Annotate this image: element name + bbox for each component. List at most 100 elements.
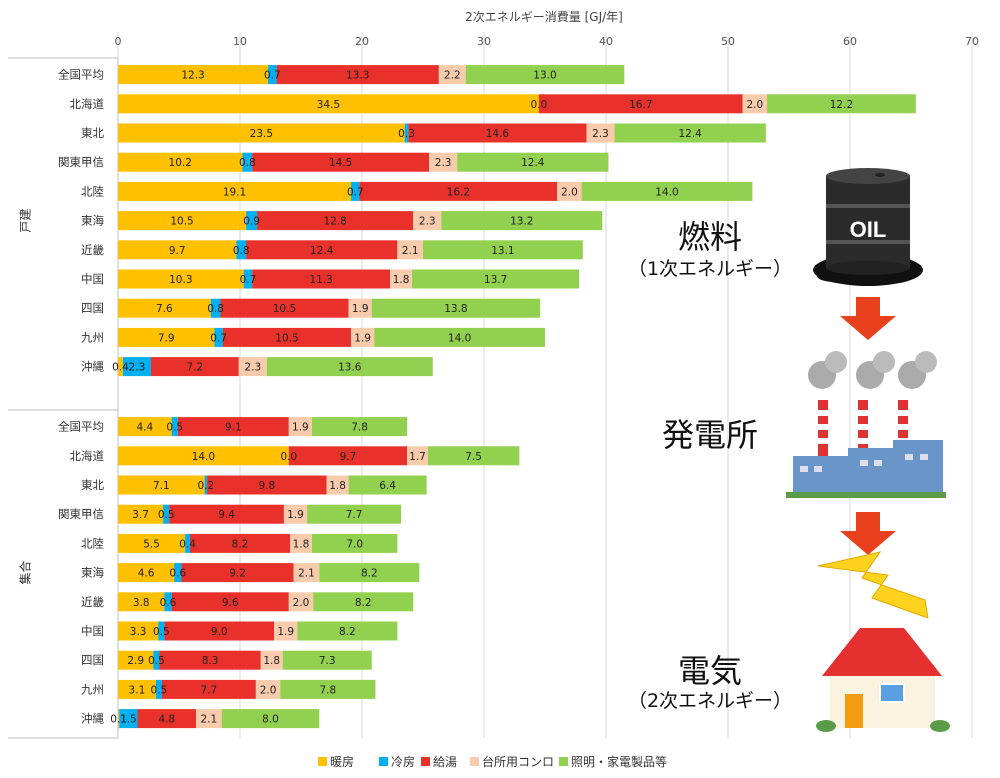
bar-segment (164, 592, 172, 612)
bar-segment (359, 181, 558, 201)
data-label: 0.5 (166, 422, 183, 434)
data-label: 1.9 (277, 626, 294, 638)
region-label: 東北 (81, 126, 104, 140)
bar-segment (118, 446, 289, 466)
data-label: 12.2 (830, 99, 853, 111)
grid-lines (117, 32, 973, 738)
data-label: 9.0 (211, 626, 228, 638)
data-label: 7.0 (346, 538, 363, 550)
bar-row: 関東甲信 10.2 0.8 14.5 2.3 12.4 (58, 152, 609, 172)
data-label: 10.3 (169, 274, 192, 286)
region-label: 中国 (81, 624, 104, 638)
bar-segment (159, 650, 261, 670)
data-label: 0.6 (160, 597, 177, 609)
data-label: 0.3 (398, 128, 415, 140)
region-label: 四国 (81, 653, 104, 667)
data-label: 1.9 (352, 303, 369, 315)
bar-segment (257, 211, 414, 231)
bar-segment (348, 475, 427, 495)
region-label: 北海道 (70, 97, 105, 111)
data-label: 7.1 (153, 480, 170, 492)
bar-row: 全国平均 4.4 0.5 9.1 1.9 7.8 (58, 417, 408, 437)
legend-swatch (470, 757, 479, 766)
bar-row: 東海 4.6 0.6 9.2 2.1 8.2 (81, 563, 420, 583)
bar-segment (122, 357, 151, 377)
data-label: 8.2 (361, 568, 378, 580)
data-label: 4.8 (158, 714, 175, 726)
data-label: 2.9 (127, 655, 144, 667)
bar-segment (276, 65, 439, 85)
bar-segment (238, 357, 267, 377)
bar-segment (155, 679, 162, 699)
bar-segment (288, 446, 408, 466)
data-label: 0.9 (243, 216, 260, 228)
data-label: 9.4 (218, 509, 235, 521)
data-label: 0.8 (207, 303, 224, 315)
bar-segment (118, 94, 539, 114)
bar-row: 北海道 14.0 0.0 9.7 1.7 7.5 (70, 446, 520, 466)
bar-segment (118, 269, 244, 289)
data-label: 14.6 (486, 128, 510, 140)
region-label: 四国 (81, 301, 104, 315)
legend-label: 暖房 (330, 754, 354, 769)
data-label: 7.9 (158, 332, 175, 344)
bar-segment (293, 563, 320, 583)
data-label: 7.7 (201, 684, 218, 696)
data-label: 1.9 (287, 509, 304, 521)
data-label: 1.5 (120, 714, 137, 726)
bar-segment (118, 417, 172, 437)
data-label: 23.5 (250, 128, 273, 140)
bar-segment (255, 679, 281, 699)
data-label: 13.2 (510, 216, 533, 228)
bar-segment (742, 94, 768, 114)
bar-segment (288, 417, 312, 437)
power-plant-icon (786, 351, 946, 498)
data-label: 12.4 (678, 128, 702, 140)
data-label: 0.1 (110, 714, 127, 726)
electricity-title: 電気 (677, 652, 742, 690)
bar-segment (427, 446, 520, 466)
data-label: 2.0 (260, 684, 277, 696)
legend: 暖房 冷房 給湯 台所用コンロ 照明・家電製品等 (318, 754, 667, 769)
bar-row: 九州 7.9 0.7 10.5 1.9 14.0 (81, 327, 545, 347)
legend-swatch (318, 757, 327, 766)
bar-segment (118, 650, 154, 670)
data-label: 8.2 (339, 626, 356, 638)
data-label: 2.0 (746, 99, 763, 111)
data-label: 0.7 (210, 332, 227, 344)
bar-segment (118, 533, 186, 553)
data-label: 0.5 (158, 509, 175, 521)
bar-segment (220, 298, 349, 318)
bar-segment (371, 298, 541, 318)
bar-row: 東海 10.5 0.9 12.8 2.3 13.2 (81, 211, 603, 231)
data-label: 8.2 (232, 538, 249, 550)
x-tick-label: 0 (115, 35, 122, 48)
bar-row: 近畿 3.8 0.6 9.6 2.0 8.2 (81, 592, 414, 612)
data-label: 1.8 (393, 274, 410, 286)
bar-segment (118, 240, 237, 260)
bar-segment (282, 650, 372, 670)
bar-segment (177, 417, 289, 437)
data-label: 0.6 (169, 568, 186, 580)
data-label: 13.7 (484, 274, 507, 286)
data-label: 0.5 (151, 684, 168, 696)
bar-segment (465, 65, 625, 85)
electricity-subtitle: （2次エネルギー） (627, 690, 793, 712)
bar-row: 東北 7.1 0.2 9.8 1.8 6.4 (81, 475, 427, 495)
bar-segment (214, 327, 223, 347)
bar-segment (390, 269, 413, 289)
region-label: 東海 (81, 214, 104, 228)
bar-row: 四国 7.6 0.8 10.5 1.9 13.8 (81, 298, 541, 318)
bar-segment (118, 181, 352, 201)
bar-segment (118, 298, 211, 318)
data-label: 9.8 (258, 480, 275, 492)
bar-segment (118, 621, 159, 641)
data-label: 9.2 (229, 568, 246, 580)
bar-row: 全国平均 12.3 0.7 13.3 2.2 13.0 (58, 65, 625, 85)
bar-segment (351, 181, 360, 201)
bar-segment (246, 211, 258, 231)
bar-segment (189, 533, 291, 553)
oil-drum-icon: OIL (813, 168, 923, 286)
bar-segment (236, 240, 247, 260)
